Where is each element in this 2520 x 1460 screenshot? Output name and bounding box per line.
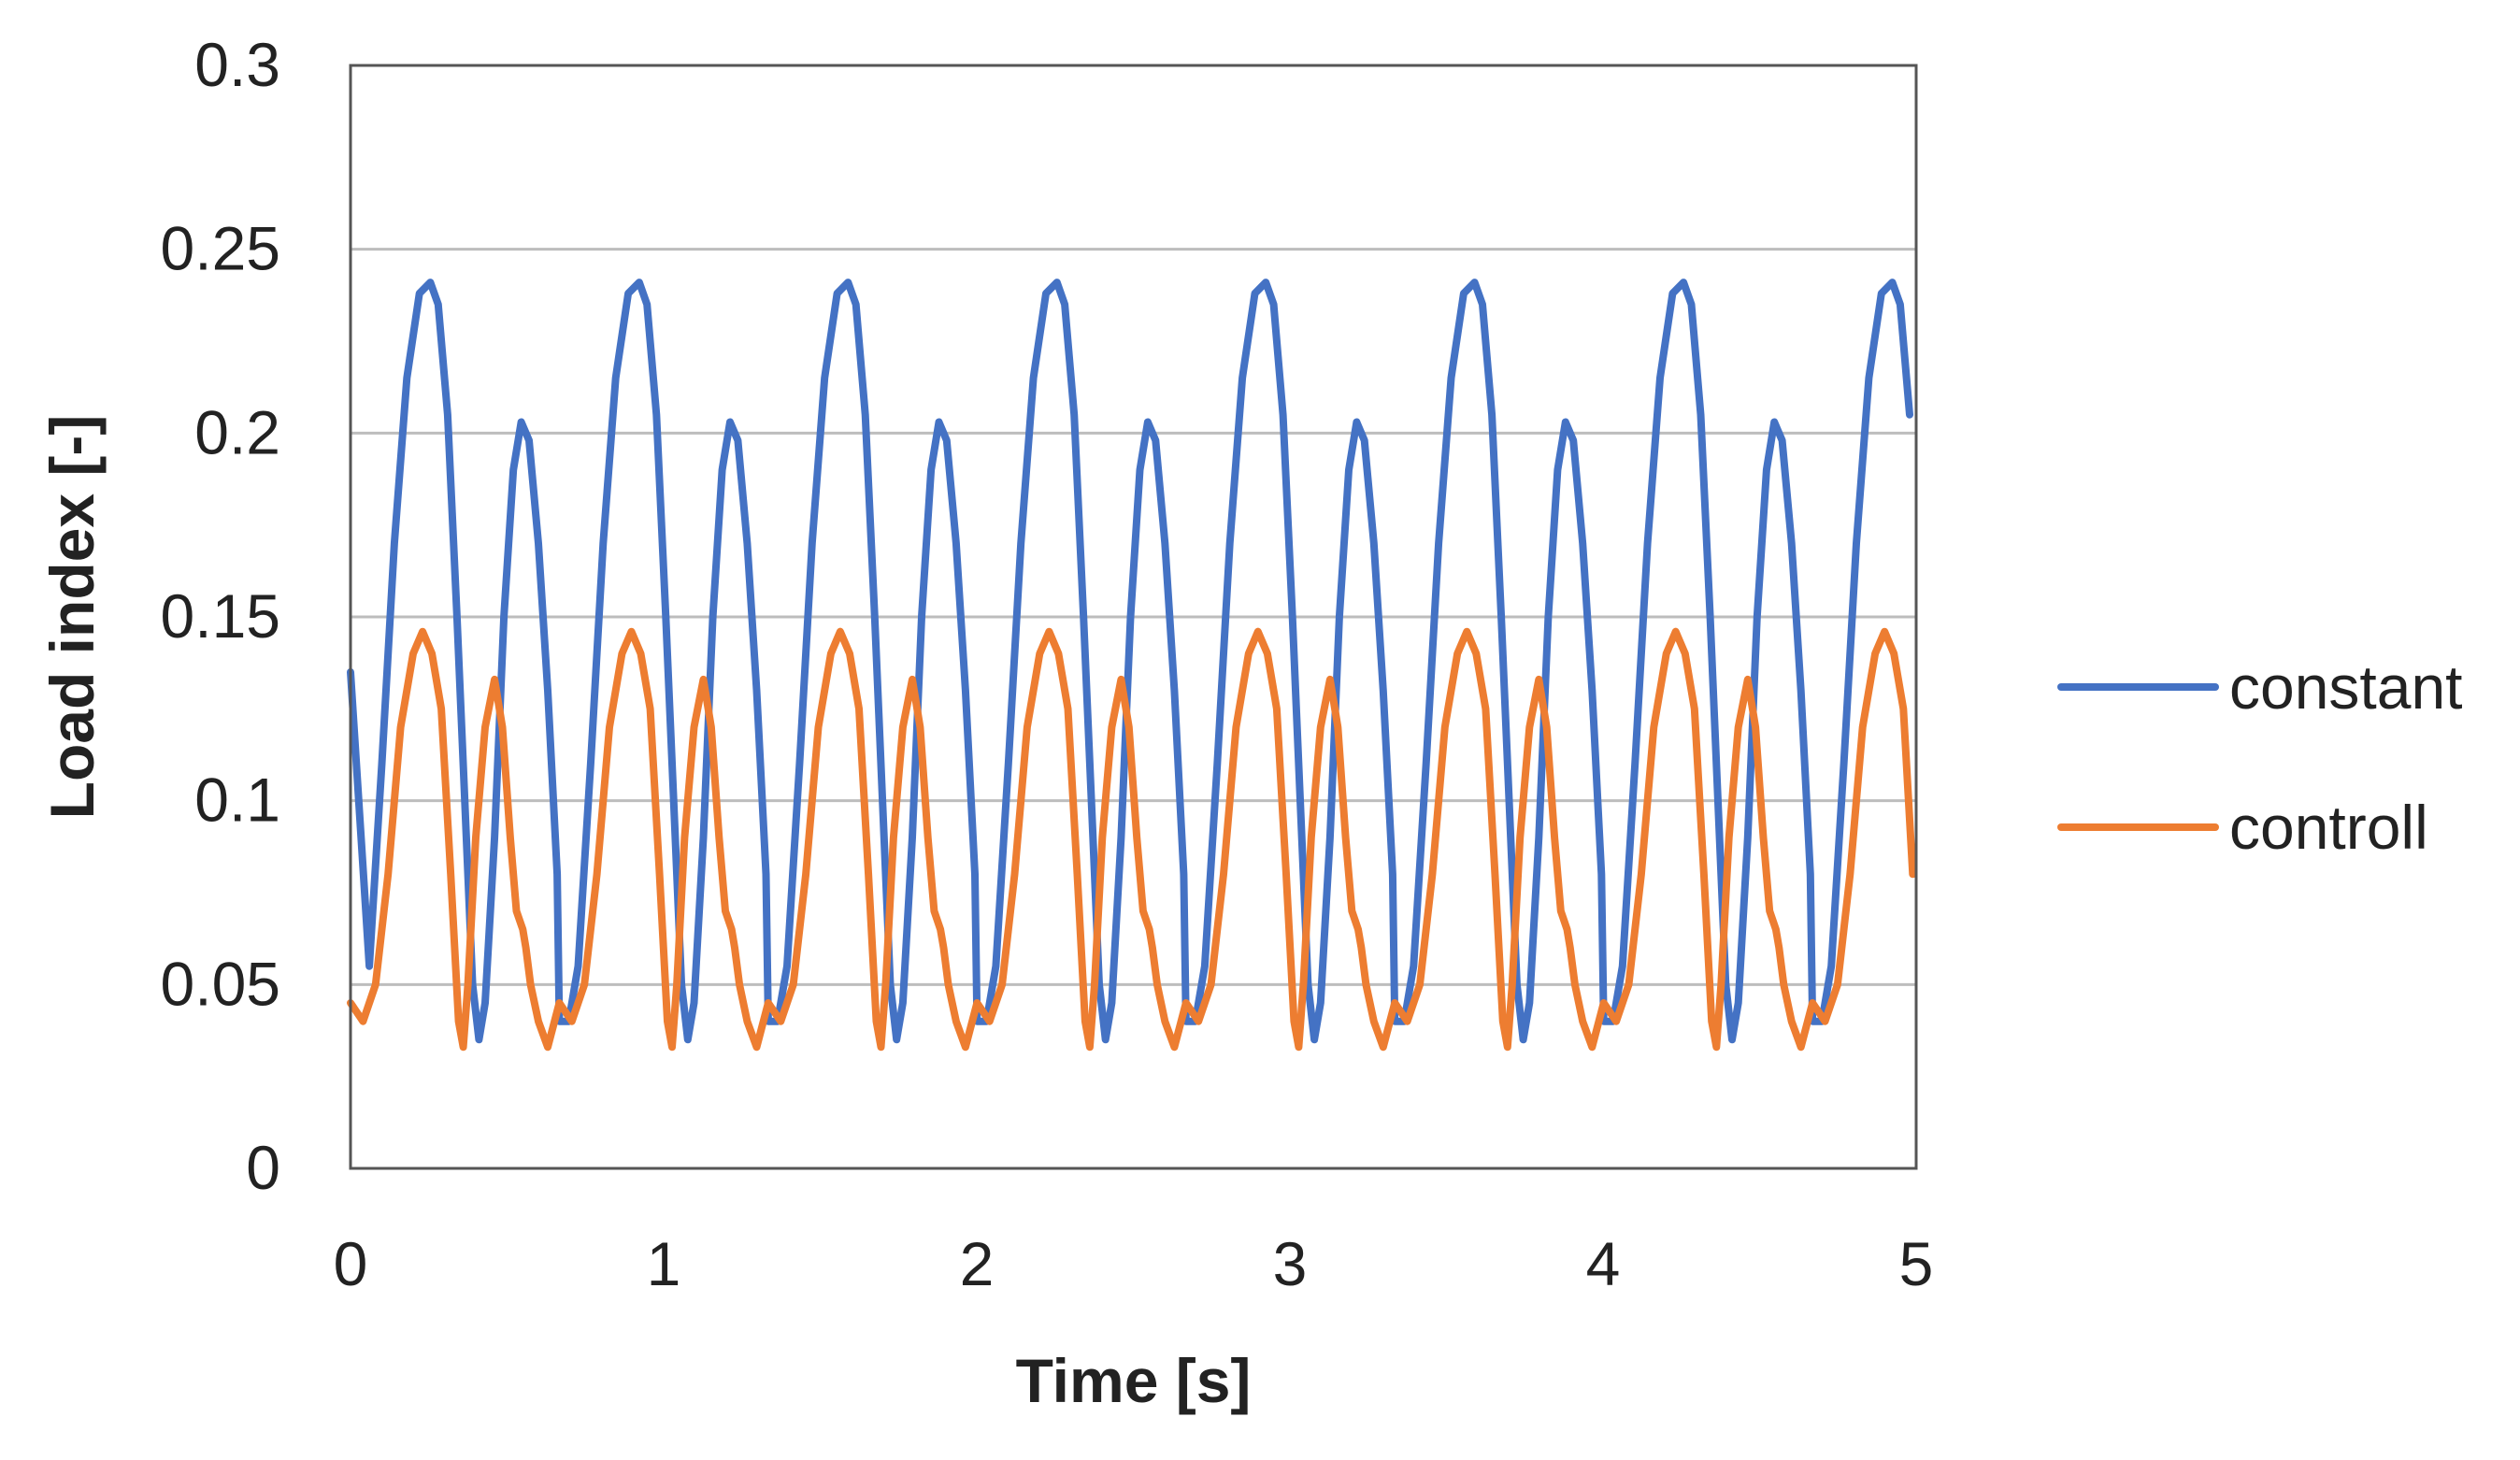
plot-area-frame	[349, 64, 1918, 1170]
x-tick-label: 1	[647, 1229, 681, 1298]
y-tick-label: 0.05	[161, 949, 280, 1018]
y-axis-title: Load index [-]	[37, 415, 107, 820]
y-tick-label: 0.2	[194, 397, 280, 466]
x-axis-ticks: 0 1 2 3 4 5	[334, 1229, 1934, 1298]
series-line-controll	[347, 627, 1917, 1052]
x-tick-label: 0	[334, 1229, 368, 1298]
series-line-constant	[347, 279, 1913, 1044]
series-layer	[347, 279, 1917, 1052]
y-tick-label: 0.15	[161, 581, 280, 651]
x-tick-label: 3	[1273, 1229, 1308, 1298]
y-tick-label: 0.1	[194, 766, 280, 835]
x-tick-label: 2	[960, 1229, 995, 1298]
legend: constant controll	[2057, 652, 2463, 862]
y-tick-label: 0.25	[161, 214, 280, 283]
legend-label-constant: constant	[2229, 652, 2463, 722]
legend-label-controll: controll	[2229, 793, 2428, 862]
y-axis-ticks: 0 0.05 0.1 0.15 0.2 0.25 0.3	[161, 30, 280, 1202]
x-tick-label: 4	[1586, 1229, 1621, 1298]
y-tick-label: 0	[246, 1133, 280, 1202]
y-tick-label: 0.3	[194, 30, 280, 99]
x-tick-label: 5	[1899, 1229, 1934, 1298]
x-axis-title: Time [s]	[1016, 1346, 1252, 1415]
